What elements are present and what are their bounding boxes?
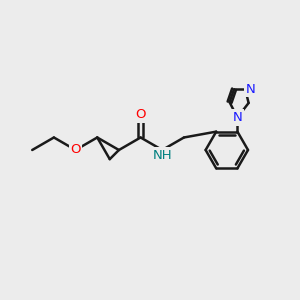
Text: N: N xyxy=(232,111,242,124)
Text: O: O xyxy=(70,143,81,157)
Text: NH: NH xyxy=(152,149,172,162)
Text: N: N xyxy=(246,83,255,96)
Text: O: O xyxy=(135,109,146,122)
